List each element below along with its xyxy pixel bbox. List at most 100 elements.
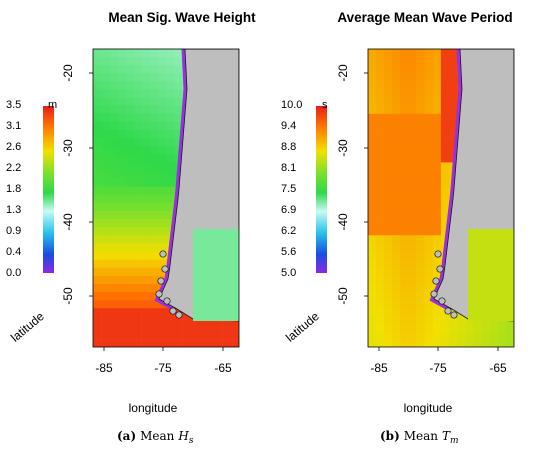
panel-b-x-axis: -85 -75 -65 longitude (370, 347, 507, 415)
heatmap-cell (174, 113, 183, 123)
heatmap-cell (400, 259, 409, 268)
heatmap-cell (101, 73, 110, 82)
heatmap-cell (432, 324, 442, 333)
heatmap-cell (384, 130, 393, 139)
heatmap-cell (109, 138, 118, 147)
heatmap-cell (93, 65, 102, 74)
heatmap-cell (392, 73, 401, 82)
heatmap-cell (149, 292, 159, 301)
heatmap-cell (392, 300, 401, 309)
heatmap-cell (465, 324, 474, 333)
heatmap-cell (109, 283, 118, 293)
heatmap-cell (157, 73, 167, 82)
heatmap-cell (400, 194, 409, 204)
heatmap-cell (457, 332, 466, 341)
heatmap-cell (497, 332, 506, 341)
heatmap-cell (165, 170, 175, 179)
heatmap-cell (165, 121, 175, 131)
heatmap-cell (133, 81, 142, 90)
heatmap-cell (416, 243, 425, 252)
cb-a-label-6: 0.9 (6, 225, 21, 237)
heatmap-cell (376, 300, 385, 309)
heatmap-cell (449, 89, 458, 98)
heatmap-cell (125, 81, 134, 90)
heatmap-cell (408, 65, 417, 74)
heatmap-cell (384, 178, 393, 187)
heatmap-cell (384, 81, 393, 90)
heatmap-cell (473, 324, 482, 333)
heatmap-cell (117, 186, 126, 196)
heatmap-cell (408, 105, 417, 115)
cb-b-label-2: 8.8 (281, 141, 296, 153)
heatmap-cell (400, 113, 409, 123)
heatmap-cell (416, 332, 425, 341)
heatmap-cell (384, 146, 393, 155)
heatmap-cell (141, 105, 150, 115)
heatmap-cell (392, 267, 401, 277)
heatmap-cell (392, 178, 401, 187)
heatmap-cell (125, 146, 134, 155)
heatmap-cell (93, 316, 102, 325)
heatmap-cell (384, 235, 393, 244)
heatmap-cell (101, 65, 110, 74)
heatmap-cell (117, 162, 126, 171)
heatmap-cell (465, 332, 474, 341)
heatmap-cell (376, 154, 385, 163)
island (161, 265, 169, 273)
heatmap-cell (174, 81, 183, 90)
heatmap-cell (125, 57, 134, 66)
heatmap-cell (416, 73, 425, 82)
heatmap-cell (416, 49, 425, 58)
heatmap-cell (392, 194, 401, 204)
heatmap-cell (157, 146, 167, 155)
heatmap-cell (149, 178, 159, 187)
heatmap-cell (432, 89, 442, 98)
heatmap-cell (117, 332, 126, 341)
heatmap-cell (416, 65, 425, 74)
heatmap-cell (133, 186, 142, 196)
heatmap-cell (149, 57, 159, 66)
heatmap-cell (368, 219, 377, 228)
heatmap-cell (400, 235, 409, 244)
heatmap-cell (432, 202, 442, 212)
heatmap-cell (133, 73, 142, 82)
heatmap-cell (125, 154, 134, 163)
heatmap-cell (165, 154, 175, 163)
heatmap-cell (384, 324, 393, 333)
heatmap-cell (133, 57, 142, 66)
atlantic-field (468, 229, 514, 321)
heatmap-cell (400, 146, 409, 155)
heatmap-cell (125, 283, 134, 293)
heatmap-cell (165, 162, 175, 171)
heatmap-cell (133, 275, 142, 285)
heatmap-cell (174, 57, 183, 66)
heatmap-cell (432, 73, 442, 82)
heatmap-cell (141, 57, 150, 66)
heatmap-cell (376, 57, 385, 66)
heatmap-cell (117, 170, 126, 179)
heatmap-cell (384, 97, 393, 106)
heatmap-cell (117, 283, 126, 293)
heatmap-cell (416, 121, 425, 131)
heatmap-cell (481, 340, 490, 347)
heatmap-cell (408, 227, 417, 236)
heatmap-cell (93, 97, 102, 106)
heatmap-cell (408, 162, 417, 171)
heatmap-cell (133, 227, 142, 236)
heatmap-cell (125, 178, 134, 187)
heatmap-cell (109, 130, 118, 139)
heatmap-cell (489, 324, 498, 333)
heatmap-cell (206, 324, 215, 333)
heatmap-cell (117, 202, 126, 212)
heatmap-cell (400, 292, 409, 301)
heatmap-cell (432, 121, 442, 131)
heatmap-cell (392, 340, 401, 347)
heatmap-cell (432, 243, 442, 252)
heatmap-cell (109, 113, 118, 123)
heatmap-cell (125, 49, 134, 58)
heatmap-cell (424, 73, 434, 82)
heatmap-cell (376, 97, 385, 106)
heatmap-cell (157, 259, 167, 268)
heatmap-cell (133, 283, 142, 293)
